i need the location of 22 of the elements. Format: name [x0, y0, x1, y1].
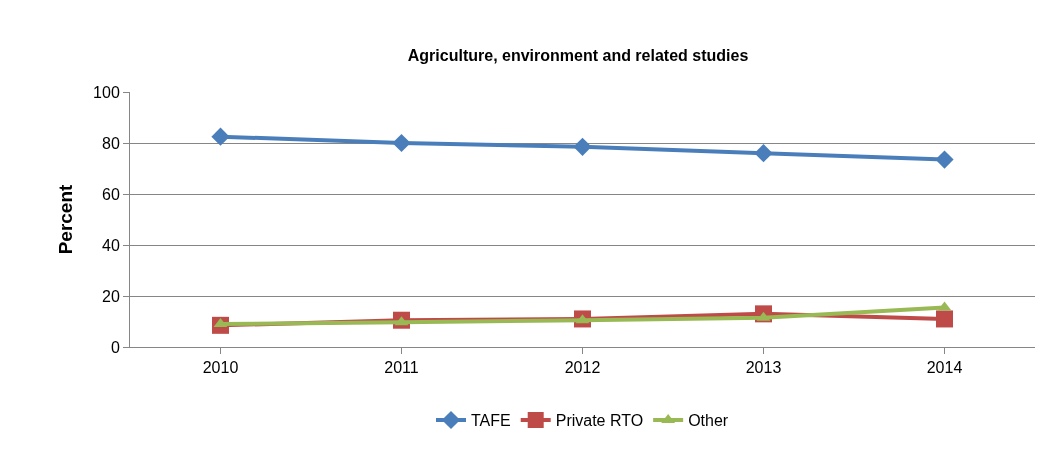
legend-label: Other: [688, 412, 729, 430]
x-tick-label: 2011: [384, 359, 419, 377]
point: [936, 310, 953, 328]
y-axis-title: Percent: [54, 183, 76, 255]
y-tick-label: 60: [102, 185, 120, 203]
y-tick-label: 80: [102, 134, 120, 152]
y-tick-label: 0: [110, 338, 120, 356]
x-tick-label: 2010: [202, 359, 239, 377]
legend-label: Private RTO: [555, 412, 644, 430]
point: [573, 137, 592, 156]
x-tick-label: 2014: [926, 359, 963, 377]
x-tick-label: 2013: [745, 359, 782, 377]
y-tick-label: 40: [102, 236, 120, 254]
point: [935, 150, 954, 169]
y-tick-label: 100: [93, 83, 120, 101]
point: [392, 133, 411, 153]
chart-title: Agriculture, environment and related studies: [407, 46, 749, 64]
x-tick-label: 2012: [564, 359, 601, 377]
point: [754, 144, 773, 163]
y-tick-label: 20: [102, 287, 120, 305]
legend-label: TAFE: [471, 412, 511, 430]
point: [211, 127, 230, 146]
